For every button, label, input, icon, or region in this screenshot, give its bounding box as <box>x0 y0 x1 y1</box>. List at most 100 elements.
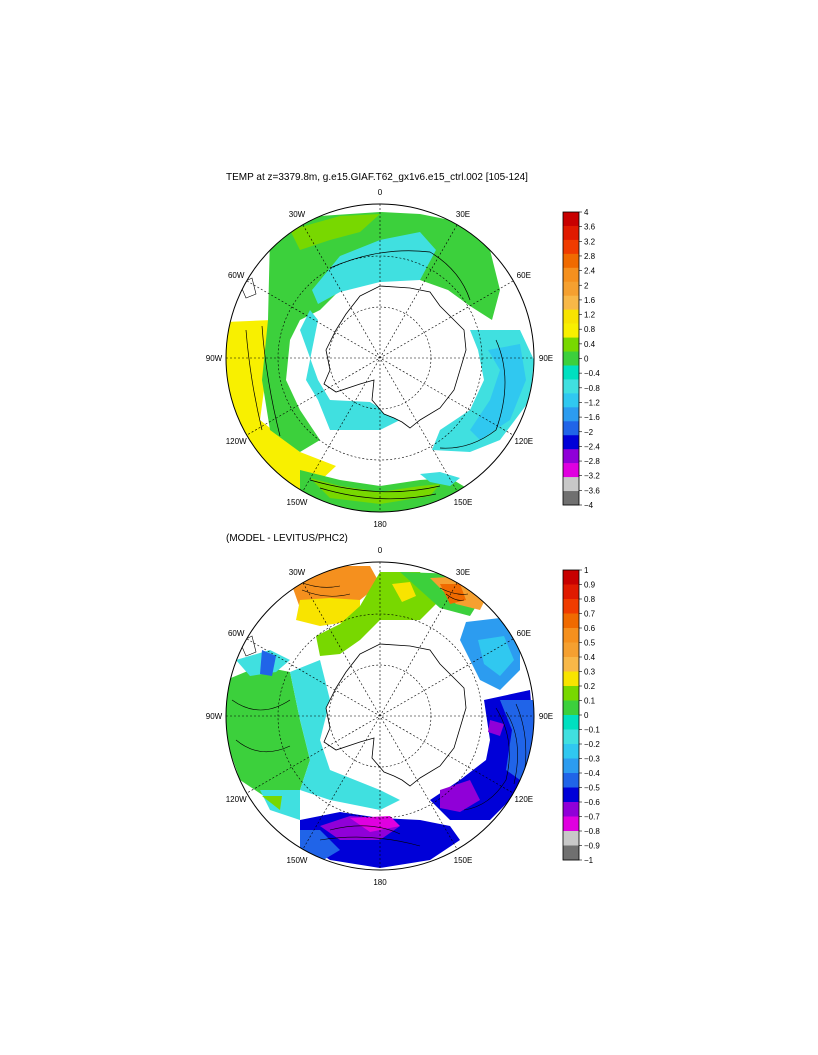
colorbar-swatch <box>563 686 579 701</box>
longitude-label: 90W <box>206 354 223 363</box>
colorbar-swatch <box>563 570 579 585</box>
longitude-label: 30W <box>289 210 306 219</box>
colorbar-label: −0.4 <box>584 369 600 378</box>
longitude-label: 60W <box>228 629 245 638</box>
colorbar-swatch <box>563 449 579 464</box>
longitude-label: 90W <box>206 712 223 721</box>
longitude-label: 60W <box>228 271 245 280</box>
colorbar-swatch <box>563 225 579 241</box>
colorbar-label: 0 <box>584 711 589 720</box>
colorbar-swatch <box>563 816 579 832</box>
colorbar-swatch <box>563 463 579 478</box>
colorbar-label: −0.8 <box>584 827 600 836</box>
antarctica-outline-bottom <box>323 643 467 787</box>
colorbar-swatch <box>563 337 579 352</box>
colorbar-label: 0 <box>584 355 589 364</box>
colorbar-label: −0.2 <box>584 740 600 749</box>
colorbar-swatch <box>563 212 579 227</box>
colorbar-label: 0.6 <box>584 624 596 633</box>
colorbar-swatch <box>563 657 579 672</box>
antarctica-outline-top <box>323 285 467 429</box>
longitude-label: 30E <box>456 210 470 219</box>
colorbar-label: 0.8 <box>584 595 596 604</box>
colorbar-label: 1.6 <box>584 296 596 305</box>
longitude-label: 60E <box>517 271 531 280</box>
colorbar-label: 3.6 <box>584 223 596 232</box>
map-border-top <box>225 203 535 513</box>
colorbar-label: −1 <box>584 856 594 865</box>
longitude-label: 90E <box>539 712 553 721</box>
colorbar-label: 0.4 <box>584 653 596 662</box>
difference-field-bottom <box>226 562 534 870</box>
colorbar-swatch <box>563 407 579 422</box>
colorbar-swatch <box>563 421 579 436</box>
colorbar-swatch <box>563 599 579 614</box>
longitude-label: 0 <box>378 546 383 555</box>
colorbar-label: 1.2 <box>584 311 596 320</box>
map-title-top: TEMP at z=3379.8m, g.e15.GIAF.T62_gx1v6.… <box>226 172 528 183</box>
colorbar-swatch <box>563 715 579 730</box>
colorbar-swatch <box>563 309 579 324</box>
colorbar-swatch <box>563 295 579 310</box>
longitude-label: 120E <box>514 795 533 804</box>
colorbar-label: 2.4 <box>584 267 596 276</box>
colorbar-swatch <box>563 323 579 338</box>
colorbar-label: −0.4 <box>584 769 600 778</box>
longitude-labels-bottom: 0 30E 60E 90E 120E 150E 180 150W 120W 90W 60W 30W <box>206 546 553 887</box>
colorbar-label: −2.4 <box>584 442 600 451</box>
colorbar-label: −0.3 <box>584 755 600 764</box>
colorbar-swatch <box>563 642 579 658</box>
colorbar-swatch <box>563 845 579 861</box>
colorbar-swatch <box>563 831 579 846</box>
colorbar-swatch <box>563 787 579 803</box>
map-border-bottom <box>225 561 535 871</box>
colorbar-swatch <box>563 491 579 506</box>
colorbar-swatch <box>563 253 579 269</box>
colorbar-label: 0.5 <box>584 639 596 648</box>
colorbar-swatch <box>563 700 579 716</box>
colorbar-swatch <box>563 351 579 366</box>
longitude-label: 180 <box>373 878 387 887</box>
colorbar-label: −3.6 <box>584 486 600 495</box>
colorbar-label: −0.5 <box>584 784 600 793</box>
colorbar-label: −2 <box>584 428 594 437</box>
colorbar-label: 4 <box>584 208 589 217</box>
colorbar-bottom: 1 0.9 0.8 0.7 0.6 0.5 0.4 0.3 0.2 0.1 0 −0.1 −0.2 −0.… <box>562 566 600 865</box>
longitude-label: 180 <box>373 520 387 529</box>
colorbar-swatch <box>563 239 579 255</box>
colorbar-label: −0.1 <box>584 726 600 735</box>
longitude-label: 150E <box>454 498 473 507</box>
colorbar-label: −2.8 <box>584 457 600 466</box>
longitude-label: 0 <box>378 188 383 197</box>
colorbar-label: −0.9 <box>584 842 600 851</box>
longitude-label: 120E <box>514 437 533 446</box>
polar-map-bottom: 0 30E 60E 90E 120E 150E 180 150W 120W 90W 60W 30W <box>206 546 553 887</box>
colorbar-label: −1.2 <box>584 398 600 407</box>
colorbar-label: −0.6 <box>584 798 600 807</box>
colorbar-label: 0.2 <box>584 682 596 691</box>
longitude-label: 150W <box>287 856 308 865</box>
colorbar-swatch <box>563 729 579 745</box>
colorbar-label: 3.2 <box>584 237 596 246</box>
longitude-label: 150W <box>287 498 308 507</box>
longitude-label: 120W <box>226 437 247 446</box>
colorbar-swatch <box>563 435 579 450</box>
colorbar-swatch <box>563 267 579 283</box>
colorbar-label: −0.7 <box>584 813 600 822</box>
colorbar-label: 0.9 <box>584 581 596 590</box>
longitude-label: 60E <box>517 629 531 638</box>
colorbar-label: −4 <box>584 501 594 510</box>
longitude-label: 30W <box>289 568 306 577</box>
polar-map-top: 0 30E 60E 90E 120E 150E 180 150W 120W 90W 60W 30W <box>206 188 553 529</box>
longitude-label: 150E <box>454 856 473 865</box>
colorbar-swatch <box>563 393 579 408</box>
colorbar-swatch <box>563 758 579 774</box>
longitude-label: 30E <box>456 568 470 577</box>
colorbar-swatch <box>563 773 579 788</box>
colorbar-swatch <box>563 671 579 687</box>
colorbar-swatch <box>563 584 579 600</box>
colorbar-label: 0.7 <box>584 610 596 619</box>
colorbar-label: 2.8 <box>584 252 596 261</box>
colorbar-swatch <box>563 365 579 380</box>
